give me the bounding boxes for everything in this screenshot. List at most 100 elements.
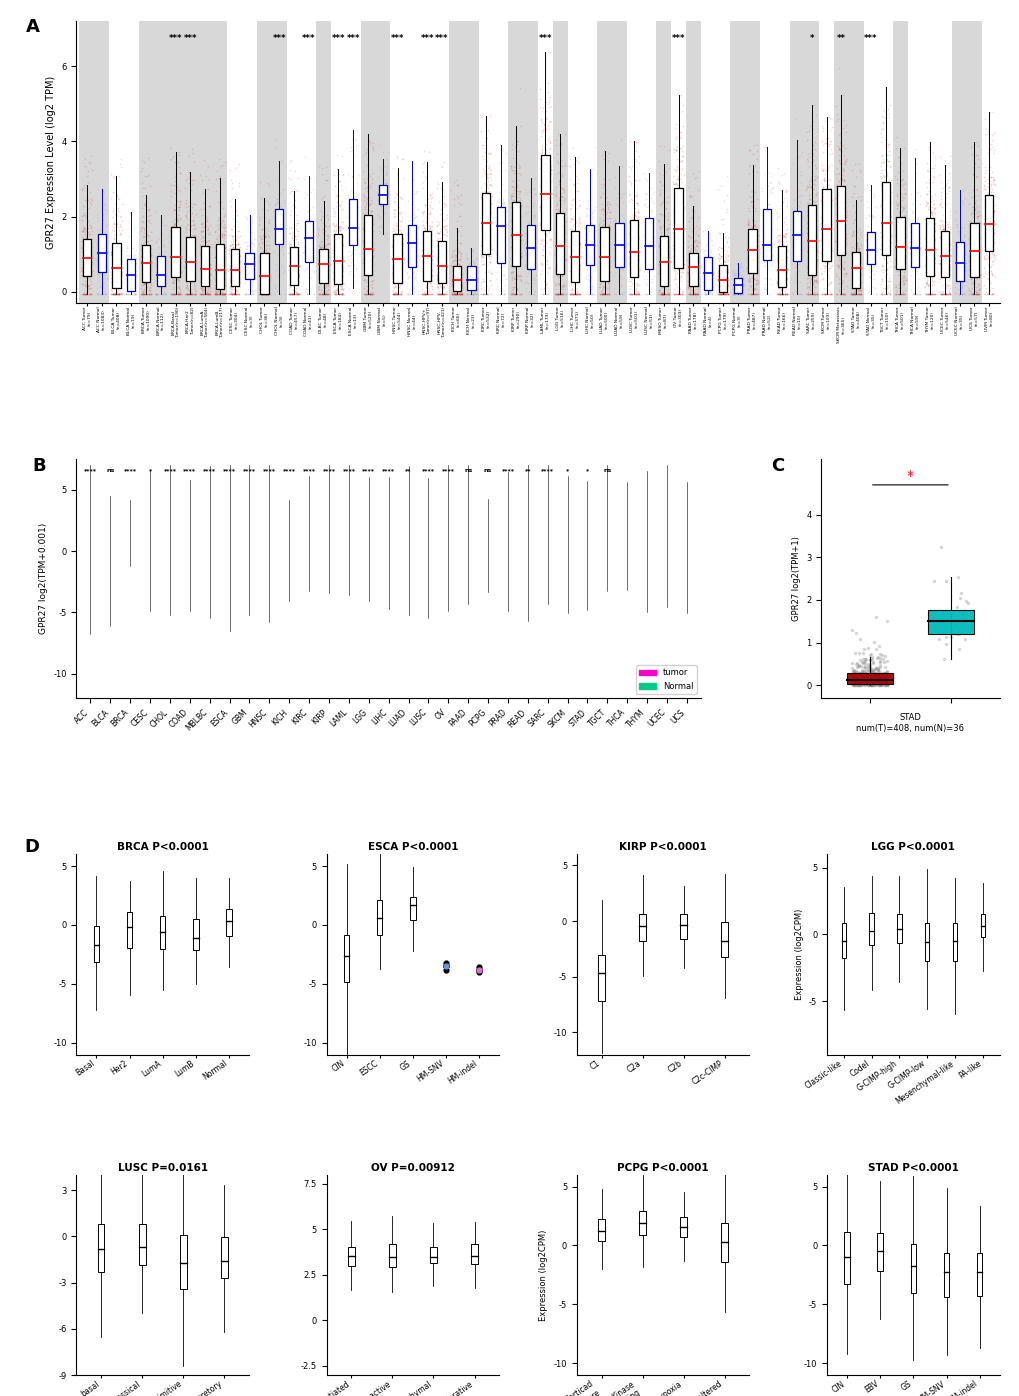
Point xyxy=(813,228,829,250)
Point xyxy=(162,225,178,247)
Point xyxy=(202,253,218,275)
Point xyxy=(181,240,198,262)
Point xyxy=(550,225,567,247)
Point xyxy=(775,282,792,304)
Point xyxy=(624,237,640,260)
Point xyxy=(372,193,388,215)
Point xyxy=(237,257,254,279)
Point xyxy=(213,267,229,289)
Point xyxy=(769,282,786,304)
Point xyxy=(112,215,128,237)
Point xyxy=(326,281,342,303)
Bar xyxy=(230,248,238,286)
Point xyxy=(451,281,468,303)
Point xyxy=(819,134,836,156)
Point xyxy=(769,255,786,278)
Point xyxy=(961,212,977,235)
Point xyxy=(186,218,203,240)
Point xyxy=(652,258,668,281)
Bar xyxy=(644,218,652,269)
Point xyxy=(550,200,567,222)
Point xyxy=(777,274,794,296)
Point xyxy=(489,244,505,267)
Point xyxy=(105,248,121,271)
Point xyxy=(407,262,423,285)
Point xyxy=(111,225,127,247)
Point xyxy=(180,257,197,279)
Point xyxy=(790,239,806,261)
Point xyxy=(744,195,760,218)
Point xyxy=(876,673,893,695)
Point xyxy=(186,246,203,268)
Point xyxy=(592,198,608,221)
Point xyxy=(526,219,542,242)
Point xyxy=(817,223,834,246)
Point xyxy=(816,255,833,278)
Point xyxy=(739,250,755,272)
Bar xyxy=(179,1235,186,1289)
Point xyxy=(675,114,691,137)
Point xyxy=(827,282,844,304)
Point xyxy=(433,225,449,247)
Point xyxy=(452,282,469,304)
Point xyxy=(164,262,180,285)
Point xyxy=(591,230,607,253)
Point xyxy=(788,254,804,276)
Point xyxy=(960,232,976,254)
Point xyxy=(550,201,567,223)
Point xyxy=(733,267,749,289)
Point xyxy=(76,272,93,295)
Point xyxy=(355,248,371,271)
Point xyxy=(170,222,186,244)
Point xyxy=(962,268,978,290)
Point xyxy=(980,278,997,300)
Point xyxy=(361,282,377,304)
Point xyxy=(744,223,760,246)
Point xyxy=(118,265,135,288)
Point xyxy=(525,255,541,278)
Point xyxy=(142,204,158,226)
Point xyxy=(539,174,555,197)
Point xyxy=(364,211,380,233)
Point xyxy=(549,152,566,174)
Point xyxy=(627,169,643,191)
Point xyxy=(947,260,963,282)
Point xyxy=(938,262,955,285)
Point xyxy=(807,183,823,205)
Point xyxy=(178,205,195,228)
Point xyxy=(631,202,647,225)
Point xyxy=(82,262,98,285)
Point xyxy=(313,235,329,257)
Point xyxy=(414,250,430,272)
Point xyxy=(164,215,180,237)
Point xyxy=(963,240,979,262)
Point xyxy=(288,255,305,278)
Point xyxy=(859,659,875,681)
Point xyxy=(570,271,586,293)
Point xyxy=(776,223,793,246)
Point xyxy=(303,208,319,230)
Point xyxy=(301,221,317,243)
Point xyxy=(593,222,609,244)
Point xyxy=(329,144,345,166)
Point xyxy=(760,193,776,215)
Point xyxy=(815,193,832,215)
Point xyxy=(712,251,729,274)
Point xyxy=(660,240,677,262)
Point xyxy=(327,261,343,283)
Point xyxy=(843,246,859,268)
Point xyxy=(201,282,217,304)
Point xyxy=(759,243,775,265)
Point xyxy=(254,282,270,304)
Point xyxy=(172,282,189,304)
Point xyxy=(570,195,586,218)
Point xyxy=(597,254,613,276)
Point xyxy=(829,215,846,237)
Point xyxy=(432,282,448,304)
Point xyxy=(680,225,696,247)
Point xyxy=(333,258,350,281)
Point xyxy=(489,195,505,218)
Point xyxy=(331,229,347,251)
Point xyxy=(568,282,584,304)
Point xyxy=(111,282,127,304)
